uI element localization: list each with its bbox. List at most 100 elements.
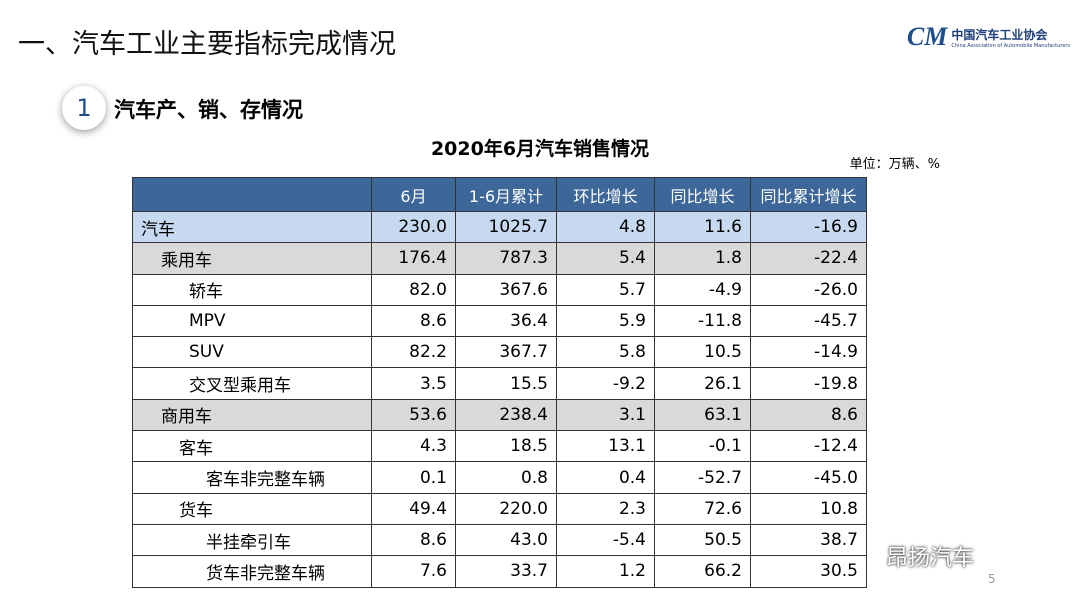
cell-value: -11.8 <box>654 304 751 338</box>
cell-value: 11.6 <box>654 210 751 244</box>
cell-value: 18.5 <box>455 430 557 463</box>
row-label: 货车非完整车辆 <box>132 555 372 588</box>
row-label: 交叉型乘用车 <box>132 367 372 400</box>
cell-value: -16.9 <box>750 210 867 244</box>
cell-value: 4.3 <box>371 430 456 463</box>
cell-value: -19.8 <box>750 367 867 400</box>
cell-value: -0.1 <box>654 430 751 463</box>
cell-value: 8.6 <box>371 304 456 338</box>
cell-value: 3.5 <box>371 367 456 400</box>
row-label: 半挂牵引车 <box>132 523 372 557</box>
cell-value: 4.8 <box>556 210 655 244</box>
page-number: 5 <box>988 572 996 586</box>
cell-value: 2.3 <box>556 492 655 525</box>
row-label: 客车 <box>132 430 372 463</box>
cell-value: 72.6 <box>654 492 751 525</box>
cell-value: 8.6 <box>371 523 456 557</box>
sales-table: 6月 1-6月累计 环比增长 同比增长 同比累计增长 汽车 230.0 1025.7 4.8 11… <box>132 177 867 588</box>
cell-value: 220.0 <box>455 492 557 525</box>
row-label: MPV <box>132 304 372 338</box>
cell-value: 26.1 <box>654 367 751 400</box>
column-header: 1-6月累计 <box>455 177 557 212</box>
cell-value: -52.7 <box>654 461 751 494</box>
column-header <box>132 177 372 212</box>
cell-value: 367.7 <box>455 336 557 369</box>
logo: CM 中国汽车工业协会 China Association of Automob… <box>907 22 1070 52</box>
table-row: 货车 49.4 220.0 2.3 72.6 10.8 <box>132 492 867 525</box>
cell-value: 238.4 <box>455 398 557 432</box>
cell-value: 367.6 <box>455 273 557 306</box>
logo-en: China Association of Automobile Manufact… <box>951 42 1070 49</box>
cell-value: 13.1 <box>556 430 655 463</box>
column-header: 环比增长 <box>556 177 655 212</box>
row-label: SUV <box>132 336 372 369</box>
cell-value: -45.7 <box>750 304 867 338</box>
table-row: 客车 4.3 18.5 13.1 -0.1 -12.4 <box>132 430 867 463</box>
cell-value: 50.5 <box>654 523 751 557</box>
cell-value: 15.5 <box>455 367 557 400</box>
column-header: 6月 <box>371 177 456 212</box>
logo-mark: CM <box>906 22 948 51</box>
cell-value: -12.4 <box>750 430 867 463</box>
cell-value: 82.0 <box>371 273 456 306</box>
slide-title: 一、汽车工业主要指标完成情况 <box>18 29 396 60</box>
cell-value: 5.9 <box>556 304 655 338</box>
cell-value: -5.4 <box>556 523 655 557</box>
cell-value: 1.8 <box>654 242 751 275</box>
cell-value: 66.2 <box>654 555 751 588</box>
cell-value: -9.2 <box>556 367 655 400</box>
table-row: 商用车 53.6 238.4 3.1 63.1 8.6 <box>132 398 867 432</box>
row-label: 商用车 <box>132 398 372 432</box>
cell-value: 0.4 <box>556 461 655 494</box>
cell-value: 82.2 <box>371 336 456 369</box>
cell-value: -45.0 <box>750 461 867 494</box>
cell-value: 0.1 <box>371 461 456 494</box>
cell-value: -26.0 <box>750 273 867 306</box>
cell-value: 10.5 <box>654 336 751 369</box>
cell-value: 10.8 <box>750 492 867 525</box>
cell-value: 1.2 <box>556 555 655 588</box>
cell-value: 5.8 <box>556 336 655 369</box>
cell-value: 230.0 <box>371 210 456 244</box>
cell-value: -22.4 <box>750 242 867 275</box>
cell-value: 5.4 <box>556 242 655 275</box>
cell-value: 49.4 <box>371 492 456 525</box>
table-row: 交叉型乘用车 3.5 15.5 -9.2 26.1 -19.8 <box>132 367 867 400</box>
cell-value: 63.1 <box>654 398 751 432</box>
table-row: 货车非完整车辆 7.6 33.7 1.2 66.2 30.5 <box>132 555 867 588</box>
table-row: 轿车 82.0 367.6 5.7 -4.9 -26.0 <box>132 273 867 306</box>
cell-value: 5.7 <box>556 273 655 306</box>
table-title: 2020年6月汽车销售情况 <box>430 138 650 160</box>
row-label: 客车非完整车辆 <box>132 461 372 494</box>
cell-value: 53.6 <box>371 398 456 432</box>
section-title: 汽车产、销、存情况 <box>114 98 303 122</box>
cell-value: -4.9 <box>654 273 751 306</box>
table-row: MPV 8.6 36.4 5.9 -11.8 -45.7 <box>132 304 867 338</box>
column-header: 同比累计增长 <box>750 177 867 212</box>
table-row: 乘用车 176.4 787.3 5.4 1.8 -22.4 <box>132 242 867 275</box>
cell-value: 33.7 <box>455 555 557 588</box>
watermark: 昂扬汽车 <box>886 546 975 571</box>
cell-value: 0.8 <box>455 461 557 494</box>
column-header: 同比增长 <box>654 177 751 212</box>
cell-value: 7.6 <box>371 555 456 588</box>
cell-value: -14.9 <box>750 336 867 369</box>
row-label: 乘用车 <box>132 242 372 275</box>
cell-value: 38.7 <box>750 523 867 557</box>
cell-value: 1025.7 <box>455 210 557 244</box>
header-row: 6月 1-6月累计 环比增长 同比增长 同比累计增长 <box>132 177 867 212</box>
cell-value: 176.4 <box>371 242 456 275</box>
row-label: 货车 <box>132 492 372 525</box>
cell-value: 787.3 <box>455 242 557 275</box>
table-row: 半挂牵引车 8.6 43.0 -5.4 50.5 38.7 <box>132 523 867 557</box>
cell-value: 43.0 <box>455 523 557 557</box>
section-number: 1 <box>62 86 106 130</box>
cell-value: 30.5 <box>750 555 867 588</box>
table-row: 汽车 230.0 1025.7 4.8 11.6 -16.9 <box>132 210 867 244</box>
table-row: 客车非完整车辆 0.1 0.8 0.4 -52.7 -45.0 <box>132 461 867 494</box>
table-row: SUV 82.2 367.7 5.8 10.5 -14.9 <box>132 336 867 369</box>
row-label: 汽车 <box>132 210 372 244</box>
cell-value: 36.4 <box>455 304 557 338</box>
cell-value: 8.6 <box>750 398 867 432</box>
